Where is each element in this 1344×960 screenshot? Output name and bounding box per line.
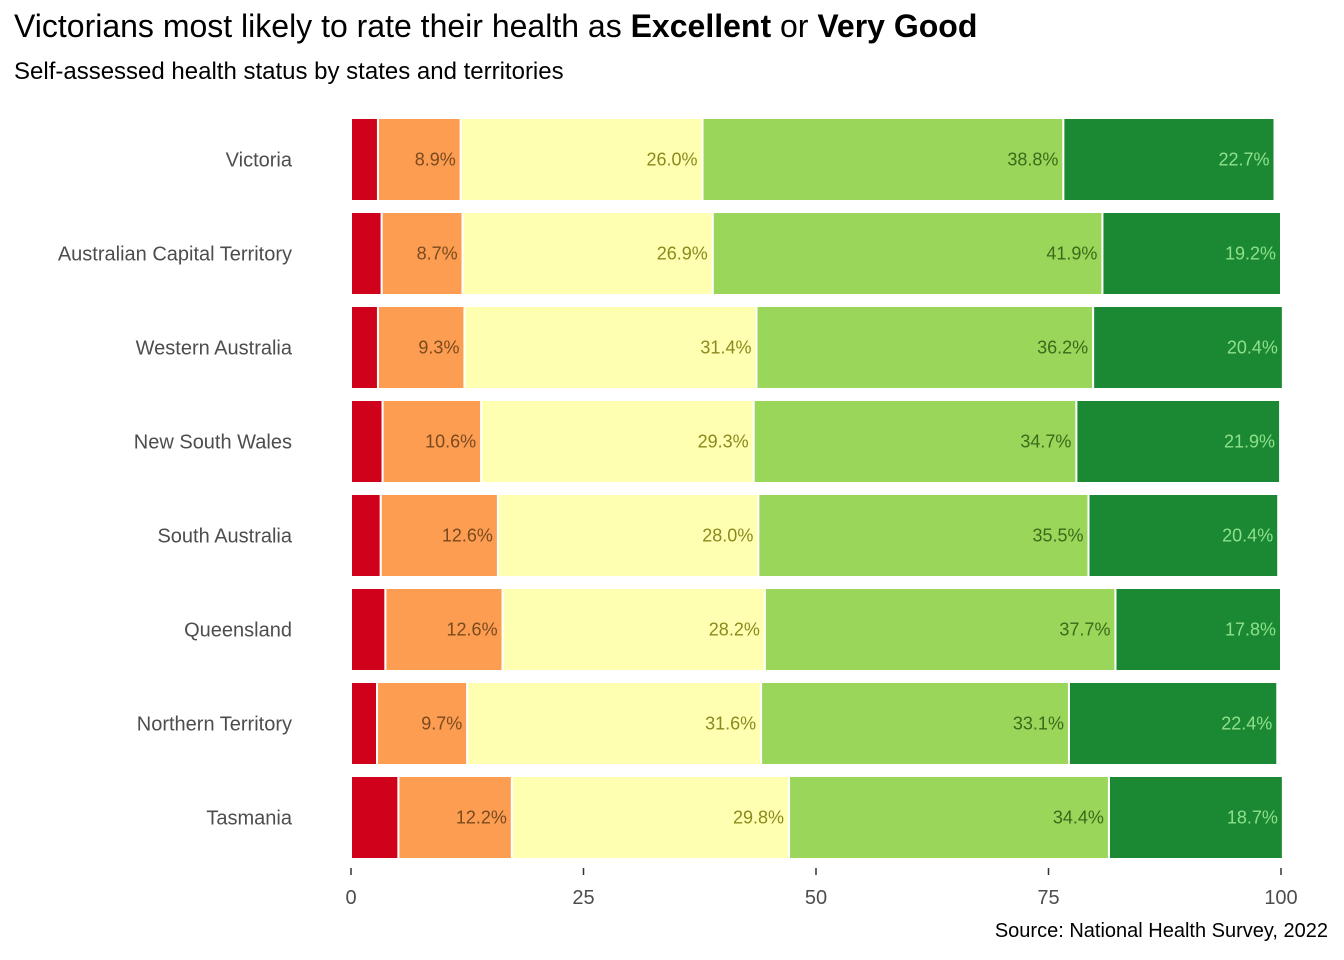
bar-segment-very-good: [755, 305, 1095, 390]
bar-segment-poor: [350, 493, 382, 578]
data-label: 37.7%: [1059, 620, 1110, 640]
bar-segment-good: [480, 399, 755, 484]
data-label: 21.9%: [1224, 432, 1275, 452]
category-label: Northern Territory: [137, 714, 292, 736]
bar-segment-excellent: [1092, 305, 1284, 390]
bar-segment-good: [510, 775, 791, 860]
bar-segment-poor: [350, 399, 384, 484]
bar-segment-fair: [384, 587, 504, 672]
data-label: 28.2%: [709, 620, 760, 640]
x-tick-label: 0: [345, 887, 356, 909]
data-label: 12.6%: [447, 620, 498, 640]
data-label: 10.6%: [425, 432, 476, 452]
data-label: 35.5%: [1032, 526, 1083, 546]
data-label: 26.9%: [657, 244, 708, 264]
data-label: 18.7%: [1227, 808, 1278, 828]
data-label: 31.4%: [700, 338, 751, 358]
bar-segment-poor: [350, 211, 383, 296]
bar-segment-fair: [376, 305, 466, 390]
category-labels: Victoria Australian Capital Territory West…: [58, 150, 293, 830]
data-label: 22.7%: [1218, 150, 1269, 170]
category-label: Victoria: [226, 150, 293, 172]
bar-segment-good: [463, 305, 758, 390]
bar-segment-excellent: [1107, 775, 1284, 860]
bar-segment-fair: [376, 681, 469, 766]
category-label: Australian Capital Territory: [58, 244, 292, 266]
bar-segment-fair: [376, 117, 462, 202]
x-axis: 0 25 50 75 100: [345, 868, 1298, 909]
bar-segment-poor: [350, 587, 387, 672]
bar-segment-excellent: [1062, 117, 1276, 202]
data-label: 29.8%: [733, 808, 784, 828]
chart-subtitle: Self-assessed health status by states an…: [14, 58, 564, 85]
data-label: 38.8%: [1007, 150, 1058, 170]
bar-segment-poor: [350, 775, 400, 860]
bar-segment-excellent: [1075, 399, 1282, 484]
title-bold-excellent: Excellent: [630, 8, 772, 44]
data-label: 34.7%: [1020, 432, 1071, 452]
bar-segment-excellent: [1114, 587, 1282, 672]
bars: 8.9% 26.0% 38.8% 22.7% 8.7% 26.9% 41.9% 19.2% 9.…: [350, 117, 1284, 860]
title-prefix: Victorians most likely to rate their hea…: [14, 8, 631, 44]
bar-segment-good: [501, 587, 766, 672]
data-label: 12.2%: [456, 808, 507, 828]
source-caption: Source: National Health Survey, 2022: [994, 920, 1328, 942]
x-tick-label: 100: [1264, 887, 1297, 909]
bar-segment-very-good: [701, 117, 1065, 202]
data-label: 26.0%: [646, 150, 697, 170]
bar-segment-good: [461, 211, 714, 296]
bar-segment-poor: [350, 117, 379, 202]
data-label: 36.2%: [1037, 338, 1088, 358]
bar-segment-fair: [380, 211, 464, 296]
bar-segment-poor: [350, 681, 379, 766]
bar-segment-very-good: [711, 211, 1104, 296]
bar-segment-very-good: [752, 399, 1078, 484]
category-label: South Australia: [157, 526, 292, 548]
data-label: 8.7%: [417, 244, 458, 264]
bar-segment-very-good: [788, 775, 1110, 860]
data-label: 28.0%: [702, 526, 753, 546]
category-label: Queensland: [184, 620, 292, 642]
chart-title: Victorians most likely to rate their hea…: [14, 8, 977, 45]
bar-segment-very-good: [757, 493, 1090, 578]
title-mid: or: [771, 8, 818, 44]
data-label: 20.4%: [1227, 338, 1278, 358]
bar-segment-fair: [381, 399, 483, 484]
data-label: 31.6%: [705, 714, 756, 734]
x-tick-label: 50: [805, 887, 827, 909]
x-tick-label: 25: [572, 887, 594, 909]
data-label: 19.2%: [1225, 244, 1276, 264]
bar-segment-fair: [397, 775, 513, 860]
bar-segment-good: [496, 493, 760, 578]
bar-segment-excellent: [1087, 493, 1280, 578]
data-label: 12.6%: [442, 526, 493, 546]
data-label: 20.4%: [1222, 526, 1273, 546]
bar-segment-excellent: [1101, 211, 1282, 296]
data-label: 41.9%: [1046, 244, 1097, 264]
data-label: 17.8%: [1225, 620, 1276, 640]
category-label: New South Wales: [134, 432, 292, 454]
data-label: 9.3%: [418, 338, 459, 358]
bar-segment-excellent: [1067, 681, 1279, 766]
category-label: Western Australia: [136, 338, 293, 360]
data-label: 8.9%: [415, 150, 456, 170]
data-label: 9.7%: [421, 714, 462, 734]
category-label: Tasmania: [206, 808, 292, 830]
x-tick-label: 75: [1037, 887, 1059, 909]
bar-segment-poor: [350, 305, 379, 390]
data-label: 33.1%: [1013, 714, 1064, 734]
data-label: 34.4%: [1053, 808, 1104, 828]
data-label: 22.4%: [1221, 714, 1272, 734]
data-label: 29.3%: [698, 432, 749, 452]
title-bold-very-good: Very Good: [817, 8, 978, 44]
